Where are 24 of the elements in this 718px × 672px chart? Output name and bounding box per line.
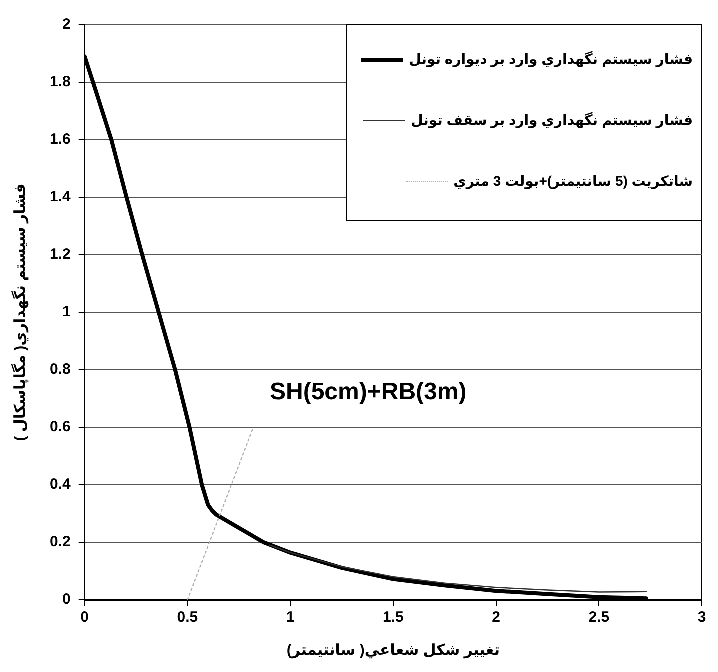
y-tick-label: 0.2 — [50, 534, 71, 551]
y-tick-label: 0 — [62, 591, 71, 608]
legend-label: فشار سيستم نگهداري وارد بر سقف تونل — [411, 112, 693, 129]
y-tick-label: 0.6 — [50, 418, 71, 436]
legend-label: فشار سيستم نگهداري وارد بر ديواره تونل — [409, 51, 693, 68]
x-tick-label: 2.5 — [588, 609, 610, 626]
x-tick-label: 0.5 — [177, 609, 198, 626]
x-tick-label: 3 — [698, 609, 706, 626]
y-tick-label: 1 — [62, 304, 71, 321]
y-tick-label: 1.8 — [50, 74, 71, 91]
x-tick-label: 0 — [80, 609, 90, 626]
y-tick-label: 1.6 — [50, 131, 71, 148]
legend-label: شاتكريت (5 سانتيمتر)+بولت 3 متري — [454, 173, 693, 190]
y-tick-label: 1.4 — [50, 188, 72, 206]
x-tick-label: 2 — [492, 609, 500, 626]
y-tick-label: 0.4 — [50, 476, 72, 494]
y-tick-label: 0.8 — [50, 361, 71, 378]
y-axis-title: فشار سيستم نگهداري( مگاپاسكال ) — [11, 184, 30, 442]
x-tick-label: 1 — [286, 609, 295, 626]
annotation: SH(5cm)+RB(3m) — [270, 378, 467, 406]
y-tick-label: 1.2 — [50, 246, 71, 264]
x-tick-label: 1.5 — [382, 609, 404, 626]
x-axis-title: تغيير شكل شعاعي( سانتيمتر) — [286, 642, 500, 660]
y-tick-label: 2 — [62, 16, 71, 34]
